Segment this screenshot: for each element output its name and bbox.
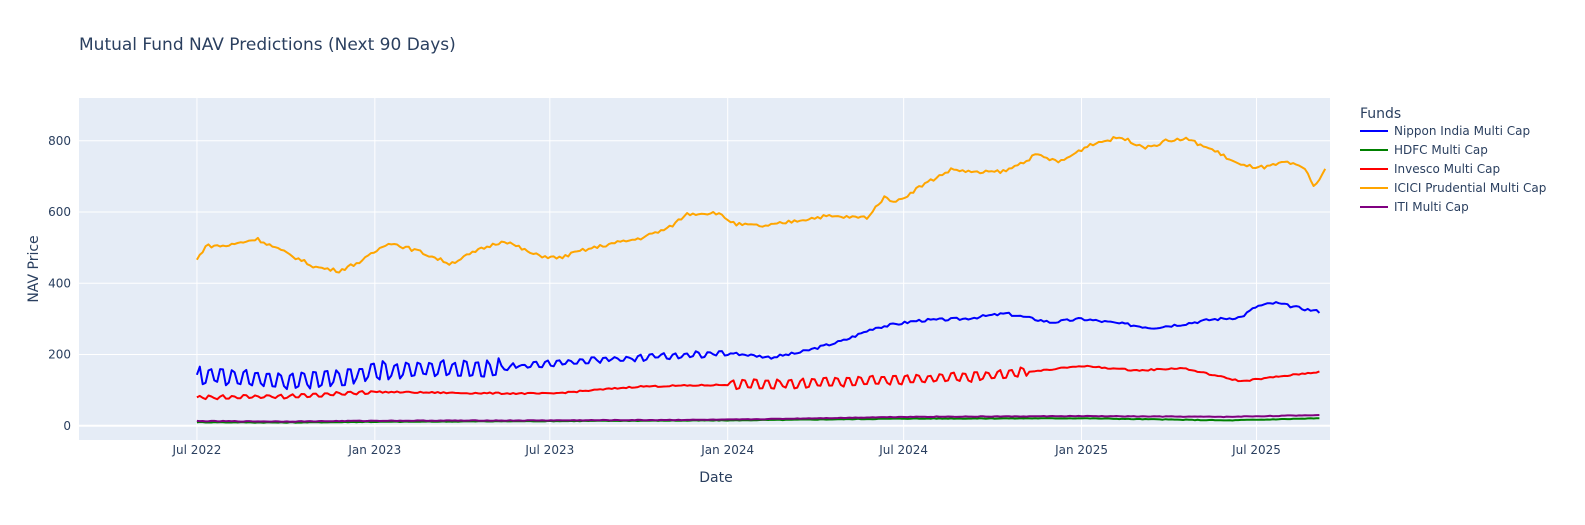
legend-item-label[interactable]: ICICI Prudential Multi Cap [1394,181,1546,195]
legend-item-label[interactable]: Nippon India Multi Cap [1394,124,1530,138]
x-tick-label: Jul 2023 [524,443,574,457]
legend-title: Funds [1360,106,1401,122]
y-tick-label: 400 [48,276,71,290]
plot-area [79,98,1330,440]
series-line [196,136,1327,274]
chart-title: Mutual Fund NAV Predictions (Next 90 Day… [79,35,456,55]
legend-item-label[interactable]: HDFC Multi Cap [1394,143,1488,157]
x-axis-ticks: Jul 2022 Jan 2023 Jul 2023 Jan 2024 Jul 2024… [172,443,1281,457]
y-tick-label: 600 [48,205,71,219]
y-tick-label: 800 [48,134,71,148]
x-tick-label: Jan 2024 [700,443,754,457]
x-tick-label: Jan 2023 [347,443,401,457]
x-tick-label: Jul 2024 [878,443,928,457]
x-tick-label: Jul 2025 [1231,443,1281,457]
legend-item-label[interactable]: ITI Multi Cap [1394,200,1469,214]
legend-item-label[interactable]: Invesco Multi Cap [1394,162,1500,176]
y-axis-ticks: 0 200 400 600 800 [48,134,71,433]
series-line [196,364,1320,401]
y-tick-label: 200 [48,348,71,362]
y-axis-title: NAV Price [26,235,42,302]
x-tick-label: Jan 2025 [1054,443,1108,457]
x-tick-label: Jul 2022 [172,443,222,457]
legend: Funds Nippon India Multi Cap HDFC Multi C… [1360,106,1546,214]
gridlines [79,98,1330,440]
series-line [196,414,1320,423]
x-axis-title: Date [699,470,732,486]
y-tick-label: 0 [63,419,71,433]
series-lines [195,136,1327,424]
series-line [195,301,1321,391]
